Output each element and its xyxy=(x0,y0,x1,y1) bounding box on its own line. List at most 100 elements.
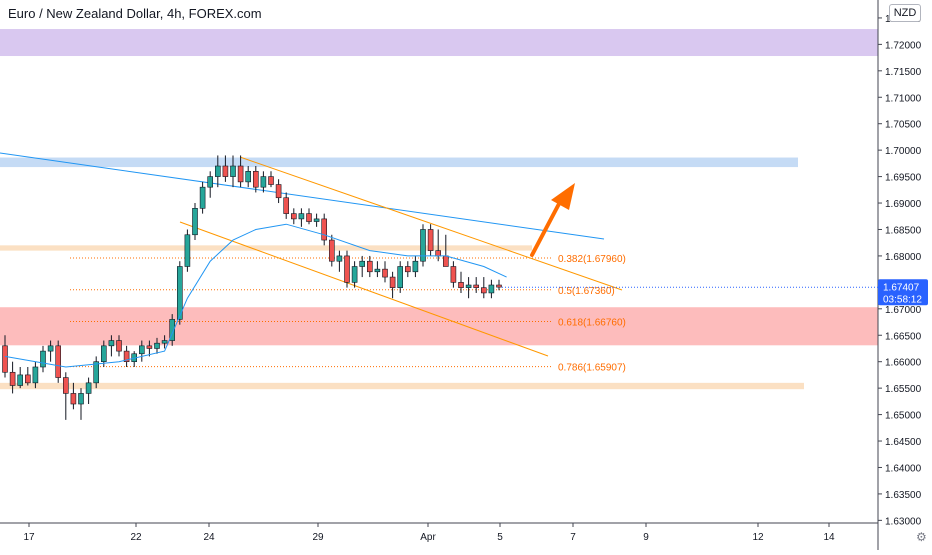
candle-body xyxy=(24,374,31,384)
zone-3 xyxy=(0,307,878,346)
candle-body xyxy=(40,350,46,368)
x-tick-label: 29 xyxy=(312,532,324,543)
y-tick-label: 1.63000 xyxy=(885,516,922,527)
candle-body xyxy=(32,366,39,384)
candle-body xyxy=(397,266,404,288)
candle-body xyxy=(177,266,183,320)
y-tick-label: 1.65000 xyxy=(885,411,922,422)
y-tick-label: 1.72000 xyxy=(885,40,922,51)
last-price-value: 1.67407 xyxy=(883,282,920,293)
candle-body xyxy=(17,374,24,386)
candle-body xyxy=(9,371,16,386)
candle-body xyxy=(283,197,290,214)
candle-body xyxy=(139,345,145,355)
candle-body xyxy=(93,361,99,384)
y-tick-label: 1.63500 xyxy=(885,490,922,501)
bar-countdown: 03:58:12 xyxy=(883,294,922,305)
candle-body xyxy=(382,268,388,278)
x-tick-label: 5 xyxy=(497,532,503,543)
channel-lower xyxy=(179,221,549,357)
candle-body xyxy=(465,284,472,288)
candle-body xyxy=(321,218,328,241)
x-tick-label: 12 xyxy=(752,532,764,543)
last-price-badge xyxy=(878,279,928,306)
y-tick-label: 1.71500 xyxy=(885,67,922,78)
candle-body xyxy=(473,284,480,288)
y-tick-label: 1.66000 xyxy=(885,358,922,369)
candle-body xyxy=(253,171,259,188)
candle-body xyxy=(222,165,229,177)
x-tick-label: 22 xyxy=(130,532,142,543)
y-tick-label: 1.70500 xyxy=(885,120,922,131)
y-tick-label: 1.69500 xyxy=(885,173,922,184)
fib-label-2: 0.618(1.66760) xyxy=(558,318,626,329)
y-tick-label: 1.67000 xyxy=(885,305,922,316)
x-tick-label: 14 xyxy=(823,532,835,543)
candle-body xyxy=(2,345,8,373)
candle-body xyxy=(47,345,54,352)
candle-body xyxy=(328,239,335,262)
candle-body xyxy=(85,382,92,394)
candle-body xyxy=(62,377,69,394)
candle-body xyxy=(420,229,426,262)
candle-body xyxy=(313,218,320,222)
y-tick-label: 1.64000 xyxy=(885,463,922,474)
currency-badge[interactable]: NZD xyxy=(889,4,921,22)
candle-body xyxy=(245,171,251,183)
zone-2 xyxy=(0,245,532,251)
candle-body xyxy=(298,213,305,220)
candle-body xyxy=(268,176,274,185)
x-tick-label: 24 xyxy=(203,532,215,543)
fib-label-3: 0.786(1.65907) xyxy=(558,363,626,374)
candle-body xyxy=(192,208,198,236)
fib-label-0: 0.382(1.67960) xyxy=(558,254,626,265)
candle-body xyxy=(184,234,191,267)
y-tick-label: 1.71000 xyxy=(885,93,922,104)
candle-body xyxy=(70,393,77,405)
candle-body xyxy=(344,255,350,283)
candle-body xyxy=(496,284,502,288)
candle-body xyxy=(374,268,381,273)
x-tick-label: 7 xyxy=(570,532,576,543)
candle-body xyxy=(116,340,122,352)
candle-body xyxy=(480,287,487,294)
candle-body xyxy=(161,340,168,344)
settings-icon[interactable]: ⚙ xyxy=(916,530,927,544)
candle-body xyxy=(404,266,411,273)
candle-body xyxy=(101,345,107,362)
y-tick-label: 1.68000 xyxy=(885,252,922,263)
candle-body xyxy=(306,213,312,222)
candle-body xyxy=(427,229,434,251)
channel-upper xyxy=(239,156,623,291)
candle-body xyxy=(290,213,297,220)
zone-0 xyxy=(0,29,878,57)
y-tick-label: 1.66500 xyxy=(885,331,922,342)
y-tick-label: 1.69000 xyxy=(885,199,922,210)
y-tick-label: 1.68500 xyxy=(885,225,922,236)
x-tick-label: Apr xyxy=(420,532,436,543)
candle-body xyxy=(260,176,267,188)
candle-body xyxy=(450,266,457,283)
candle-body xyxy=(351,266,358,283)
candle-body xyxy=(230,165,236,177)
candle-body xyxy=(458,282,464,288)
chart-title: Euro / New Zealand Dollar, 4h, FOREX.com xyxy=(8,6,262,21)
candle-body xyxy=(336,255,343,262)
trendline xyxy=(0,152,605,240)
candle-body xyxy=(108,340,115,347)
candle-body xyxy=(275,184,282,199)
candle-body xyxy=(207,176,213,188)
candle-body xyxy=(488,284,495,294)
zone-4 xyxy=(0,382,804,390)
candle-body xyxy=(78,393,84,405)
candle-body xyxy=(366,260,373,273)
candle-body xyxy=(199,186,206,209)
fib-label-1: 0.5(1.67360) xyxy=(558,286,615,297)
candle-body xyxy=(55,345,62,378)
projection-arrow-head xyxy=(551,183,575,210)
candle-body xyxy=(435,250,442,257)
candle-body xyxy=(169,319,175,341)
candle-body xyxy=(146,345,153,349)
